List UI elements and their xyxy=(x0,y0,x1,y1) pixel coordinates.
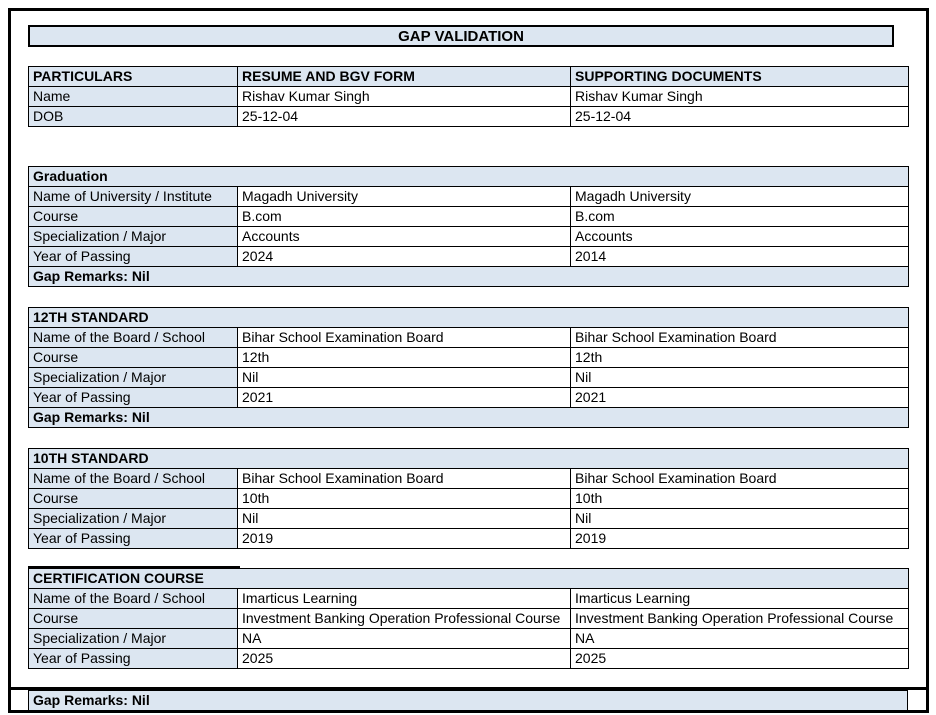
table-row: Name of the Board / School Bihar School … xyxy=(28,468,910,489)
section-header-label: 10TH STANDARD xyxy=(27,448,910,469)
certification-table: CERTIFICATION COURSE Name of the Board /… xyxy=(27,568,910,669)
resume-value: Nil xyxy=(237,367,571,388)
row-label: Name of the Board / School xyxy=(28,327,238,348)
section-header-certification: CERTIFICATION COURSE xyxy=(27,568,910,589)
resume-value: Accounts xyxy=(237,226,571,247)
row-label: Course xyxy=(28,488,238,509)
supporting-value: Nil xyxy=(569,367,910,388)
gap-remarks-row: Gap Remarks: Nil xyxy=(27,407,910,428)
table-row-name: Name Rishav Kumar Singh Rishav Kumar Sin… xyxy=(28,86,909,107)
section-header-label: 12TH STANDARD xyxy=(27,307,910,328)
resume-value: Nil xyxy=(237,508,571,529)
certification-section: CERTIFICATION COURSE Name of the Board /… xyxy=(11,566,926,669)
divider-line xyxy=(11,687,926,690)
gap-remarks-label: Gap Remarks: Nil xyxy=(27,266,910,287)
table-row: Course 10th 10th xyxy=(28,488,910,509)
table-row: Name of the Board / School Bihar School … xyxy=(28,327,910,348)
supporting-value: Magadh University xyxy=(569,186,910,207)
resume-value: 2019 xyxy=(237,528,571,549)
personal-info-table: PARTICULARS RESUME AND BGV FORM SUPPORTI… xyxy=(28,66,909,127)
table-row: Course B.com B.com xyxy=(28,206,910,227)
supporting-value: B.com xyxy=(569,206,910,227)
resume-value: 12th xyxy=(237,347,571,368)
row-label: Specialization / Major xyxy=(28,508,238,529)
row-label: Specialization / Major xyxy=(28,628,238,649)
supporting-value: Bihar School Examination Board xyxy=(569,327,910,348)
supporting-value: 12th xyxy=(569,347,910,368)
column-header-resume: RESUME AND BGV FORM xyxy=(237,66,571,87)
supporting-value: 2019 xyxy=(569,528,910,549)
table-row: Year of Passing 2024 2014 xyxy=(28,246,910,267)
resume-value: B.com xyxy=(237,206,571,227)
thick-border-segment xyxy=(28,566,240,569)
row-label: Name of University / Institute xyxy=(28,186,238,207)
resume-value: 2024 xyxy=(237,246,571,267)
graduation-table: Graduation Name of University / Institut… xyxy=(27,166,910,287)
resume-value: NA xyxy=(237,628,571,649)
row-label: Year of Passing xyxy=(28,246,238,267)
supporting-value: 2021 xyxy=(569,387,910,408)
resume-value: 25-12-04 xyxy=(237,106,571,127)
supporting-value: 2025 xyxy=(569,648,910,669)
row-label: Specialization / Major xyxy=(28,226,238,247)
row-label: Course xyxy=(28,347,238,368)
row-label: Year of Passing xyxy=(28,387,238,408)
resume-value: 10th xyxy=(237,488,571,509)
supporting-value: NA xyxy=(569,628,910,649)
row-label: Course xyxy=(28,206,238,227)
table-row: Specialization / Major Accounts Accounts xyxy=(28,226,910,247)
resume-value: Rishav Kumar Singh xyxy=(237,86,571,107)
supporting-value: 2014 xyxy=(569,246,910,267)
supporting-value: Imarticus Learning xyxy=(569,588,910,609)
supporting-value: 25-12-04 xyxy=(570,106,909,127)
section-header-label: CERTIFICATION COURSE xyxy=(27,568,910,589)
resume-value: Bihar School Examination Board xyxy=(237,327,571,348)
gap-remarks-label: Gap Remarks: Nil xyxy=(27,407,910,428)
document-frame: GAP VALIDATION PARTICULARS RESUME AND BG… xyxy=(8,8,929,713)
section-header-12th: 12TH STANDARD xyxy=(27,307,910,328)
row-label: Name of the Board / School xyxy=(28,468,238,489)
resume-value: Imarticus Learning xyxy=(237,588,571,609)
supporting-value: 10th xyxy=(569,488,910,509)
section-header-graduation: Graduation xyxy=(27,166,910,187)
gap-remarks-row: Gap Remarks: Nil xyxy=(27,266,910,287)
row-label: Specialization / Major xyxy=(28,367,238,388)
row-label: Course xyxy=(28,608,238,629)
supporting-value: Rishav Kumar Singh xyxy=(570,86,909,107)
row-label: Year of Passing xyxy=(28,528,238,549)
supporting-value: Bihar School Examination Board xyxy=(569,468,910,489)
column-header-supporting: SUPPORTING DOCUMENTS xyxy=(570,66,909,87)
table-row: Specialization / Major NA NA xyxy=(28,628,910,649)
column-header-particulars: PARTICULARS xyxy=(28,66,238,87)
resume-value: Magadh University xyxy=(237,186,571,207)
row-label: Year of Passing xyxy=(28,648,238,669)
table-row: Course Investment Banking Operation Prof… xyxy=(28,608,910,629)
table-row: Specialization / Major Nil Nil xyxy=(28,367,910,388)
table-row-dob: DOB 25-12-04 25-12-04 xyxy=(28,106,909,127)
section-header-label: Graduation xyxy=(27,166,910,187)
resume-value: Bihar School Examination Board xyxy=(237,468,571,489)
tenth-standard-table: 10TH STANDARD Name of the Board / School… xyxy=(27,448,910,549)
resume-value: 2025 xyxy=(237,648,571,669)
table-row: Year of Passing 2025 2025 xyxy=(28,648,910,669)
twelfth-standard-table: 12TH STANDARD Name of the Board / School… xyxy=(27,307,910,428)
footer-gap-remarks: Gap Remarks: Nil xyxy=(28,690,908,710)
resume-value: Investment Banking Operation Professiona… xyxy=(237,608,571,629)
resume-value: 2021 xyxy=(237,387,571,408)
table-row: Year of Passing 2019 2019 xyxy=(28,528,910,549)
row-label: Name of the Board / School xyxy=(28,588,238,609)
row-label: Name xyxy=(28,86,238,107)
section-header-10th: 10TH STANDARD xyxy=(27,448,910,469)
supporting-value: Accounts xyxy=(569,226,910,247)
document-title: GAP VALIDATION xyxy=(28,25,894,47)
table-row: Course 12th 12th xyxy=(28,347,910,368)
table-row: Year of Passing 2021 2021 xyxy=(28,387,910,408)
table-row: Name of University / Institute Magadh Un… xyxy=(28,186,910,207)
table-row: Specialization / Major Nil Nil xyxy=(28,508,910,529)
supporting-value: Investment Banking Operation Professiona… xyxy=(569,608,910,629)
row-label: DOB xyxy=(28,106,238,127)
table-row: Name of the Board / School Imarticus Lea… xyxy=(28,588,910,609)
column-header-row: PARTICULARS RESUME AND BGV FORM SUPPORTI… xyxy=(28,66,909,87)
supporting-value: Nil xyxy=(569,508,910,529)
